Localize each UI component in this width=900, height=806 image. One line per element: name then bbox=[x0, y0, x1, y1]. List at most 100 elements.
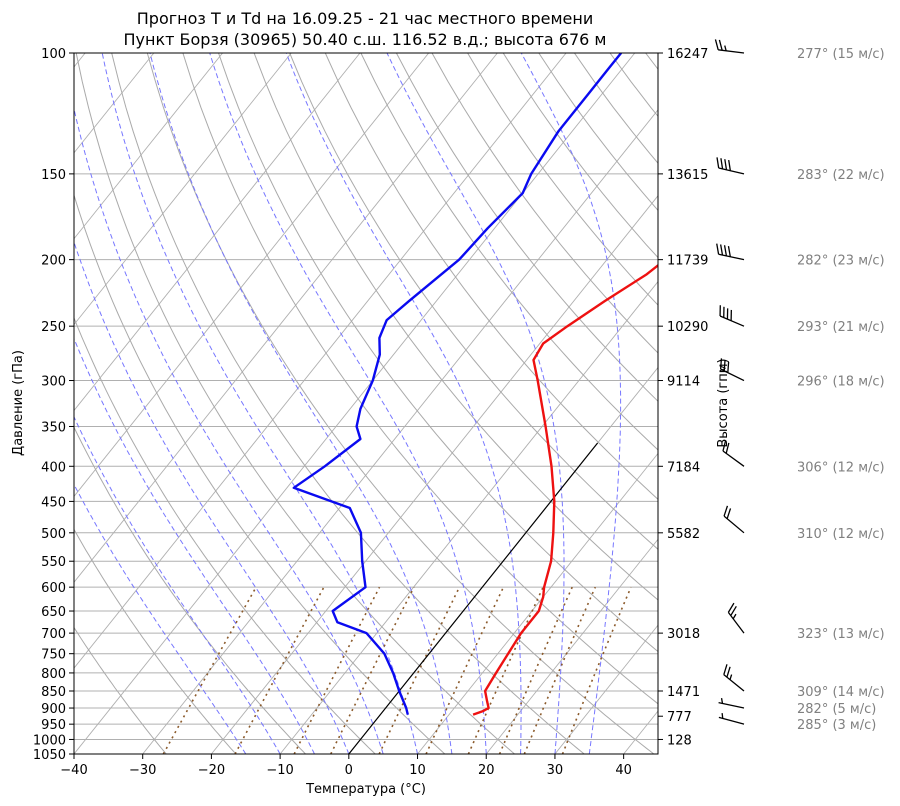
wind-barb-staff bbox=[718, 253, 745, 261]
wind-barb-flag bbox=[716, 157, 720, 169]
wind-barb-flag bbox=[727, 602, 735, 613]
wind-barb-flag bbox=[726, 508, 732, 519]
wind-barb-staff bbox=[718, 716, 745, 725]
y-axis-label: Давление (гПа) bbox=[11, 350, 26, 456]
x-tick-label: −40 bbox=[60, 763, 87, 778]
dry-adiabat bbox=[218, 53, 658, 653]
height-tick-label: 3018 bbox=[667, 627, 700, 642]
wind-barb-staff bbox=[718, 702, 745, 709]
height-tick-label: 777 bbox=[667, 710, 692, 725]
wind-barb-flag bbox=[722, 440, 727, 452]
x-tick-label: −30 bbox=[129, 763, 156, 778]
dry-adiabat bbox=[573, 53, 658, 164]
height-tick-label: 5582 bbox=[667, 527, 700, 542]
height-tick-label: 128 bbox=[667, 733, 692, 748]
wind-barb bbox=[716, 157, 745, 175]
wind-barb bbox=[714, 39, 745, 54]
wind-label: 293° (21 м/с) bbox=[797, 320, 885, 335]
wind-barbs: 277° (15 м/с) 283° (22 м/с) 282° (23 м/с) 2… bbox=[714, 39, 885, 733]
height-tick-label: 9114 bbox=[667, 375, 700, 390]
y-tick-label: 700 bbox=[41, 627, 66, 642]
wind-barb-flag bbox=[727, 246, 731, 257]
moist-adiabat bbox=[520, 53, 622, 754]
y-tick-label: 550 bbox=[41, 555, 66, 570]
dry-adiabat bbox=[502, 53, 658, 259]
x-tick-label: 40 bbox=[615, 763, 632, 778]
wind-label: 296° (18 м/с) bbox=[797, 375, 885, 390]
wind-barb-half-flag bbox=[729, 674, 733, 680]
height-axis-ticks: 16247 13615 11739 10290 9114 7184 5582 3018 1471… bbox=[658, 47, 708, 748]
wind-barb-flag bbox=[723, 664, 728, 675]
isotherm-gridline bbox=[74, 53, 292, 326]
x-tick-label: −20 bbox=[198, 763, 225, 778]
y-tick-label: 850 bbox=[41, 685, 66, 700]
wind-barb-staff bbox=[718, 167, 745, 175]
mixing-ratio-line bbox=[425, 586, 505, 754]
mixing-ratio-line bbox=[234, 586, 325, 754]
right-axis-label: Высота (гпм) bbox=[716, 358, 731, 447]
wind-barb bbox=[718, 713, 745, 725]
y-tick-label: 250 bbox=[41, 320, 66, 335]
mixing-ratio-line bbox=[162, 586, 257, 754]
wind-barb-flag bbox=[720, 244, 724, 256]
wind-barb-flag bbox=[716, 243, 720, 255]
wind-label: 306° (12 м/с) bbox=[797, 460, 885, 475]
wind-barb-half-flag bbox=[721, 713, 724, 719]
y-tick-label: 350 bbox=[41, 420, 66, 435]
sounding-profiles bbox=[292, 53, 658, 754]
x-axis-ticks: −40 −30 −20 −10 0 10 20 30 40 bbox=[60, 754, 632, 778]
moist-adiabat bbox=[74, 106, 384, 754]
wind-label: 285° (3 м/с) bbox=[797, 718, 876, 733]
isotherm-gridline bbox=[211, 195, 658, 754]
wind-barb-half-flag bbox=[720, 698, 724, 704]
isotherm-gridline bbox=[74, 53, 361, 412]
wind-barb bbox=[719, 358, 745, 382]
dry-adiabat bbox=[467, 53, 658, 306]
wind-barb-staff bbox=[719, 315, 745, 327]
moist-adiabat bbox=[149, 53, 453, 754]
height-tick-label: 1471 bbox=[667, 685, 700, 700]
mixing-ratio-line bbox=[378, 586, 461, 754]
y-tick-label: 100 bbox=[41, 47, 66, 62]
wind-barb-staff bbox=[720, 368, 745, 382]
wind-barb-half-flag bbox=[724, 45, 727, 51]
dry-adiabat bbox=[74, 626, 167, 754]
wind-label: 282° (5 м/с) bbox=[797, 702, 876, 717]
isotherm-gridline bbox=[74, 53, 430, 498]
isotherm-gridline bbox=[142, 109, 658, 754]
y-tick-label: 200 bbox=[41, 254, 66, 269]
wind-barb bbox=[719, 305, 745, 327]
wind-barb-staff bbox=[727, 611, 745, 634]
height-tick-label: 16247 bbox=[667, 47, 708, 62]
wind-label: 310° (12 м/с) bbox=[797, 527, 885, 542]
dry-adiabat bbox=[111, 53, 585, 754]
y-tick-label: 650 bbox=[41, 605, 66, 620]
dry-adiabat bbox=[395, 53, 658, 402]
x-tick-label: 0 bbox=[345, 763, 353, 778]
dry-adiabat bbox=[74, 528, 237, 754]
moist-adiabat bbox=[74, 240, 350, 754]
wind-barb-staff bbox=[723, 515, 745, 534]
temperature-profile-line bbox=[472, 263, 658, 716]
moist-adiabat bbox=[386, 53, 565, 754]
background-grid bbox=[74, 53, 658, 754]
wind-barb bbox=[727, 602, 745, 634]
wind-barb bbox=[716, 243, 745, 261]
wind-label: 277° (15 м/с) bbox=[797, 47, 885, 62]
dry-adiabat bbox=[289, 53, 658, 550]
wind-barb-flag bbox=[714, 39, 719, 50]
wind-barb-flag bbox=[718, 39, 723, 51]
x-tick-label: 30 bbox=[547, 763, 564, 778]
y-tick-label: 450 bbox=[41, 495, 66, 510]
dry-adiabat bbox=[182, 53, 658, 705]
y-tick-label: 750 bbox=[41, 648, 66, 663]
mixing-ratio-line bbox=[561, 586, 632, 754]
x-tick-label: 20 bbox=[478, 763, 495, 778]
wind-label: 323° (13 м/с) bbox=[797, 627, 885, 642]
wind-barb-flag bbox=[720, 158, 724, 170]
wind-barb-flag bbox=[727, 361, 730, 373]
wind-barb bbox=[718, 698, 745, 709]
wind-barb bbox=[723, 664, 745, 692]
